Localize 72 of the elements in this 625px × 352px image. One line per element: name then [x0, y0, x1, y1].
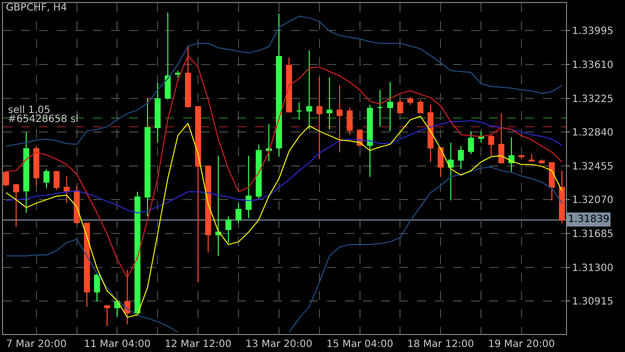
candlestick [13, 183, 20, 228]
candlestick [74, 185, 80, 225]
candlestick [134, 191, 140, 314]
y-tick-label: 1.32070 [572, 195, 614, 206]
candlestick [3, 170, 10, 187]
candlestick [498, 113, 504, 164]
ref-line-label: 1.31839 [568, 214, 610, 225]
candlestick [236, 202, 242, 224]
candlestick [124, 269, 130, 325]
candlestick [43, 168, 50, 189]
x-tick-label: 15 Mar 04:00 [326, 339, 394, 350]
y-tick-label: 1.32455 [572, 161, 614, 172]
y-tick-label: 1.31685 [572, 228, 614, 240]
candlestick [468, 130, 474, 155]
x-tick-label: 12 Mar 12:00 [164, 339, 232, 350]
candlestick [538, 158, 545, 164]
x-tick-label: 18 Mar 12:00 [407, 339, 474, 350]
candlestick [246, 155, 252, 219]
candlestick [407, 96, 414, 106]
ref-line-label: sell 1.05 [8, 105, 50, 116]
candlestick [417, 99, 424, 114]
y-tick-label: 1.31300 [572, 262, 614, 274]
candlestick [366, 104, 373, 178]
candlestick [488, 134, 494, 156]
candlestick [448, 142, 454, 202]
x-tick-label: 11 Mar 04:00 [84, 339, 151, 350]
line-series [6, 116, 562, 318]
candlestick [286, 56, 292, 112]
y-tick-label: 1.32840 [572, 128, 614, 139]
candlestick [64, 175, 70, 204]
chart-title: GBPCHF, H4 [6, 2, 67, 14]
y-tick-label: 1.33225 [572, 94, 614, 105]
candlestick [205, 166, 212, 253]
candlestick [54, 170, 60, 191]
candlestick [528, 154, 535, 162]
candlestick [164, 12, 171, 100]
x-tick-label: 19 Mar 20:00 [488, 339, 555, 350]
candlestick [387, 82, 394, 132]
candlestick [397, 99, 404, 114]
candlestick [296, 102, 302, 120]
candlestick [558, 170, 565, 224]
candlestick [225, 216, 232, 244]
candlestick [184, 46, 191, 108]
candlestick [215, 155, 222, 256]
candlestick [377, 89, 383, 128]
line-series [6, 55, 562, 278]
candlestick [336, 85, 343, 153]
candlestick [508, 136, 514, 172]
candlestick [154, 82, 161, 144]
candlestick [266, 124, 272, 162]
candlestick [23, 132, 30, 214]
y-tick-label: 1.33610 [572, 60, 614, 71]
y-tick-label: 1.33995 [572, 26, 614, 38]
candlestick [33, 146, 40, 186]
candlestick [104, 304, 110, 327]
x-tick-label: 7 Mar 20:00 [6, 339, 67, 350]
candlestick [94, 272, 100, 302]
candlestick [458, 146, 464, 170]
candlestick [346, 106, 353, 136]
line-series [6, 16, 562, 147]
candlestick [84, 222, 90, 308]
y-tick-label: 1.30915 [572, 296, 614, 308]
x-tick-label: 13 Mar 20:00 [246, 339, 312, 350]
candlestick [548, 162, 555, 202]
candlestick [428, 104, 434, 162]
ref-line-label: #65428658 sl [8, 114, 78, 125]
candlestick [144, 97, 151, 217]
candlestick [174, 70, 181, 78]
candlestick [306, 50, 312, 130]
candlestick [438, 147, 444, 178]
candlestick [316, 77, 322, 160]
candlestick [326, 77, 332, 130]
